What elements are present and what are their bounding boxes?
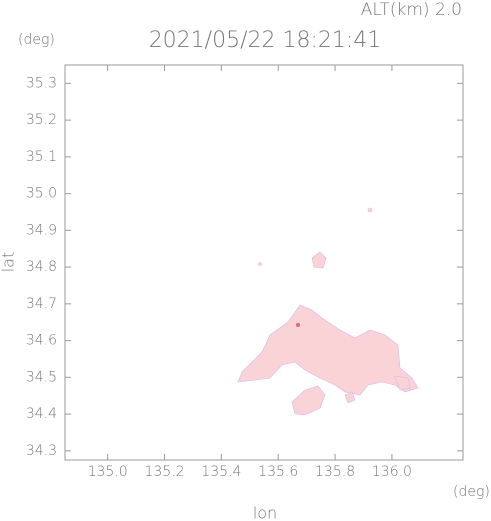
x-axis-label: lon: [253, 504, 277, 521]
x-tick-label: 135.4: [201, 464, 241, 480]
echo-core: [296, 323, 300, 327]
x-tick-label: 135.8: [315, 464, 355, 480]
altitude-label: ALT(km) 2.0: [361, 0, 462, 20]
x-unit: (deg): [453, 484, 490, 500]
y-tick-label: 34.9: [26, 222, 57, 238]
echo-area: [311, 251, 327, 269]
y-tick-label: 34.5: [26, 369, 57, 385]
echo-area: [258, 262, 262, 266]
echo-area: [291, 385, 326, 416]
y-tick-label: 35.2: [26, 112, 57, 128]
y-tick-label: 34.7: [26, 296, 57, 312]
echo-field: [237, 207, 419, 416]
echo-area: [393, 375, 411, 391]
echo-area: [237, 304, 419, 396]
y-tick-label: 35.1: [26, 149, 57, 165]
y-tick-label: 34.4: [26, 406, 57, 422]
y-tick-label: 35.0: [26, 186, 57, 202]
y-tick-label: 34.3: [26, 443, 57, 459]
chart-title: 2021/05/22 18:21:41: [149, 28, 382, 53]
x-tick-label: 135.0: [88, 464, 128, 480]
y-axis-label: lat: [0, 252, 18, 273]
y-tick-label: 34.6: [26, 333, 57, 349]
y-unit: (deg): [18, 32, 55, 48]
echo-area: [344, 391, 356, 404]
x-tick-label: 136.0: [372, 464, 412, 480]
x-tick-label: 135.6: [258, 464, 298, 480]
plot-frame: [64, 64, 464, 461]
y-tick-label: 35.3: [26, 75, 57, 91]
x-tick-label: 135.2: [144, 464, 184, 480]
echo-area: [367, 207, 373, 213]
y-tick-label: 34.8: [26, 259, 57, 275]
